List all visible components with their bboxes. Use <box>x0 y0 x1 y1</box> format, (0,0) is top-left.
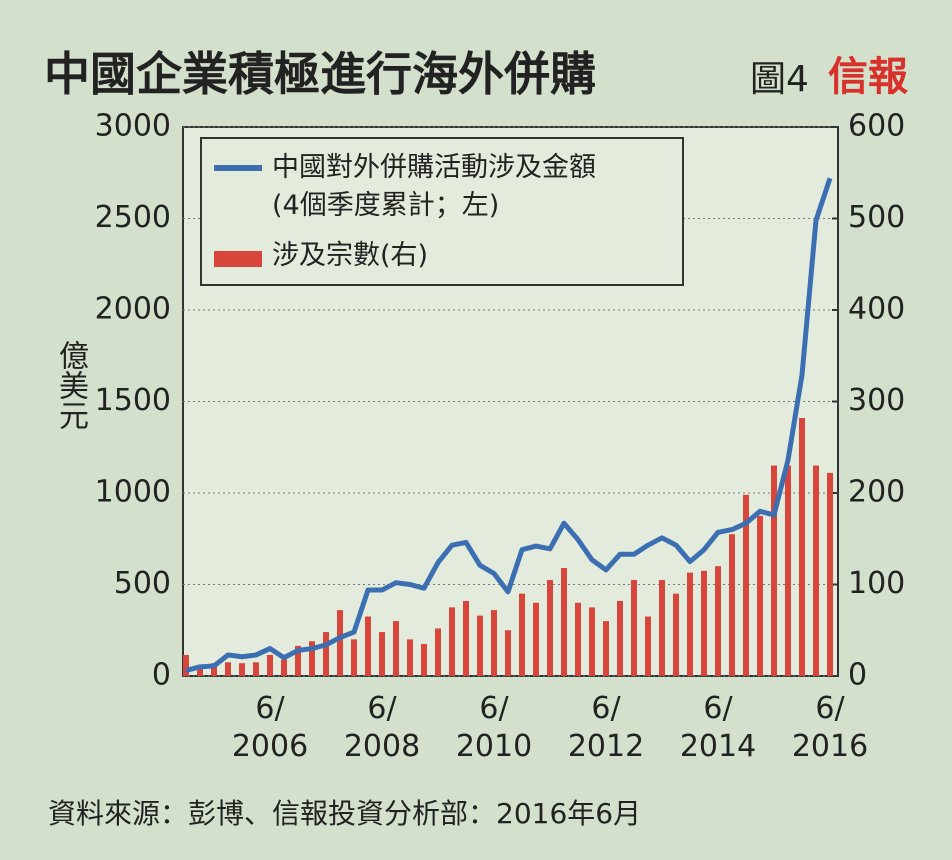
bar <box>673 593 679 676</box>
bar <box>267 654 273 676</box>
bar <box>379 632 385 676</box>
bar <box>813 465 819 676</box>
bar <box>603 621 609 676</box>
bar <box>463 600 469 676</box>
bar <box>477 615 483 676</box>
figure-label: 圖4 <box>750 59 809 100</box>
y-tick-label: 2000 <box>95 292 171 327</box>
bar <box>729 534 735 676</box>
bar <box>771 465 777 676</box>
bar <box>617 600 623 676</box>
y-tick-label: 1000 <box>95 475 171 510</box>
y-tick-label: 500 <box>114 566 171 601</box>
y-axis-label: 億美元 <box>53 340 88 430</box>
y2-tick-label: 200 <box>848 475 905 510</box>
legend-swatch <box>214 251 262 267</box>
y2-tick-label: 500 <box>848 200 905 235</box>
bar <box>589 607 595 676</box>
bar <box>743 494 749 676</box>
bar <box>519 593 525 676</box>
bar <box>253 662 259 676</box>
bar <box>659 579 665 676</box>
legend-label: 中國對外併購活動涉及金額 (4個季度累計；左) <box>272 152 596 221</box>
legend-swatch <box>214 165 262 171</box>
bar <box>575 602 581 676</box>
x-tick-label: 6/ 2008 <box>343 691 421 764</box>
y-tick-label: 1500 <box>95 383 171 418</box>
bar <box>337 610 343 676</box>
line <box>185 177 833 673</box>
y2-tick-label: 600 <box>848 109 905 144</box>
bar <box>687 572 693 676</box>
y-tick-label: 3000 <box>95 109 171 144</box>
bar <box>281 659 287 676</box>
y2-tick-label: 400 <box>848 292 905 327</box>
y2-tick-label: 300 <box>848 383 905 418</box>
bar <box>435 628 441 676</box>
bar <box>799 417 805 676</box>
bar <box>183 654 189 676</box>
x-tick-label: 6/ 2014 <box>679 691 757 764</box>
chart-title: 中國企業積極進行海外併購 <box>44 47 596 101</box>
bar <box>323 632 329 676</box>
bar <box>239 663 245 676</box>
y2-tick-label: 100 <box>848 566 905 601</box>
y2-tick-label: 0 <box>848 658 867 693</box>
bar <box>631 579 637 676</box>
bar <box>491 610 497 676</box>
brand: 信報 <box>828 53 908 100</box>
bar <box>715 566 721 676</box>
bar <box>225 662 231 676</box>
legend: 中國對外併購活動涉及金額 (4個季度累計；左) 涉及宗數(右) <box>200 137 684 286</box>
bar <box>421 643 427 676</box>
bar <box>365 616 371 676</box>
bar <box>309 641 315 676</box>
x-tick-label: 6/ 2016 <box>791 691 869 764</box>
bar <box>407 639 413 676</box>
x-tick-label: 6/ 2010 <box>455 691 533 764</box>
bar <box>295 645 301 676</box>
bar <box>757 515 763 676</box>
bar <box>547 579 553 676</box>
x-tick-label: 6/ 2012 <box>567 691 645 764</box>
bar <box>211 663 217 676</box>
bar <box>505 630 511 676</box>
bar <box>393 621 399 676</box>
bar <box>533 602 539 676</box>
bar <box>785 465 791 676</box>
y-tick-label: 2500 <box>95 200 171 235</box>
bar <box>197 668 203 676</box>
x-tick-label: 6/ 2006 <box>231 691 309 764</box>
bar <box>701 570 707 676</box>
bar <box>645 616 651 676</box>
bar <box>449 607 455 676</box>
bar <box>827 472 833 676</box>
bar <box>561 568 567 676</box>
y-tick-label: 0 <box>152 658 171 693</box>
legend-label: 涉及宗數(右) <box>272 240 429 271</box>
source: 資料來源：彭博、信報投資分析部：2016年6月 <box>48 797 642 830</box>
bar <box>351 639 357 676</box>
